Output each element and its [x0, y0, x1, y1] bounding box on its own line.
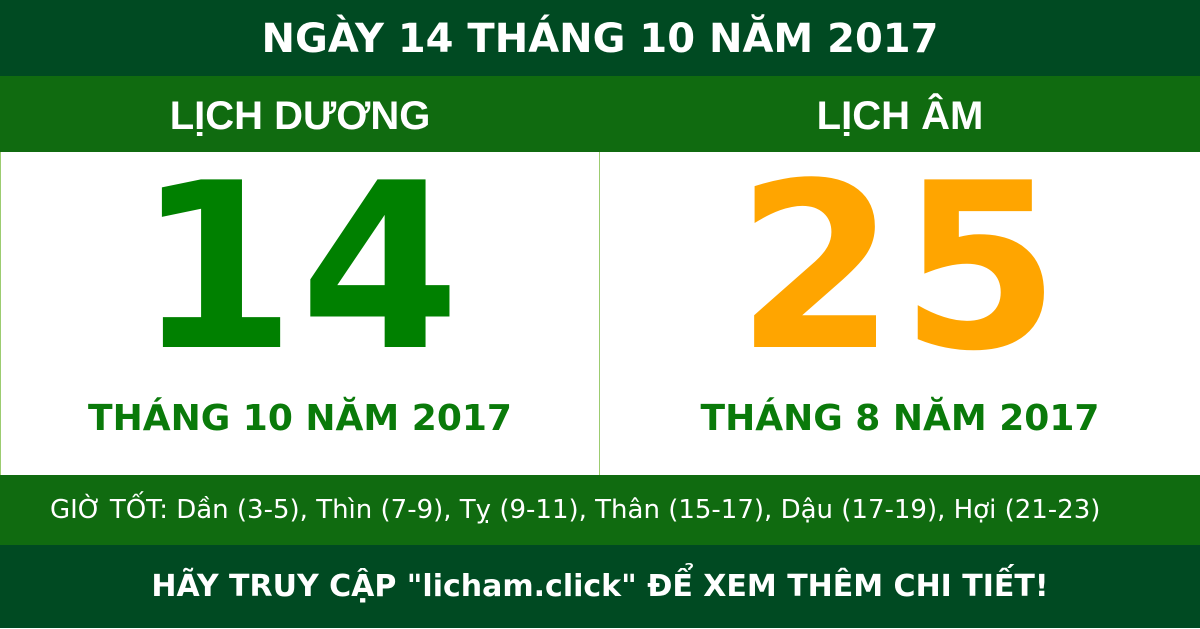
- left-border: [0, 152, 1, 475]
- column-divider: [599, 152, 600, 475]
- good-hours: GIỜ TỐT: Dần (3-5), Thìn (7-9), Tỵ (9-11…: [0, 475, 1200, 545]
- solar-day: 14: [135, 135, 465, 402]
- lunar-label: LỊCH ÂM: [816, 94, 984, 138]
- calendar-body: 14 THÁNG 10 NĂM 2017 25 THÁNG 8 NĂM 2017: [0, 152, 1200, 475]
- lunar-month-year: THÁNG 8 NĂM 2017: [700, 398, 1100, 439]
- footer-cta: HÃY TRUY CẬP "licham.click" ĐỂ XEM THÊM …: [0, 545, 1200, 628]
- solar-month-year: THÁNG 10 NĂM 2017: [88, 398, 512, 439]
- solar-label: LỊCH DƯƠNG: [169, 94, 431, 138]
- solar-column: 14 THÁNG 10 NĂM 2017: [0, 152, 600, 475]
- calendar-header: LỊCH DƯƠNG LỊCH ÂM: [0, 76, 1200, 152]
- lunar-day: 25: [735, 135, 1065, 402]
- lunar-column: 25 THÁNG 8 NĂM 2017: [600, 152, 1200, 475]
- page-title: NGÀY 14 THÁNG 10 NĂM 2017: [0, 0, 1200, 76]
